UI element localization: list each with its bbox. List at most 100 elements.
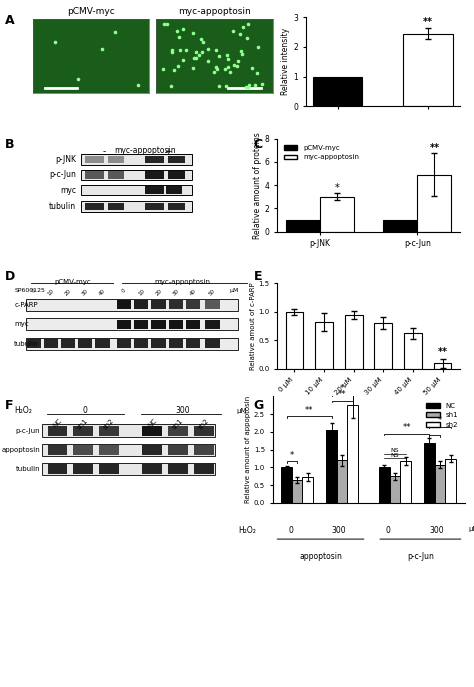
Point — [223, 49, 230, 60]
Bar — [85, 171, 104, 179]
Bar — [168, 464, 188, 474]
Bar — [26, 299, 238, 311]
Point — [225, 54, 232, 65]
Point — [212, 62, 219, 73]
Bar — [337, 460, 347, 503]
Point — [192, 47, 200, 58]
Text: NC: NC — [146, 417, 158, 429]
Bar — [26, 337, 238, 350]
Bar — [320, 196, 354, 232]
Text: F: F — [5, 399, 13, 412]
Bar — [166, 186, 182, 194]
Point — [190, 27, 197, 38]
Text: **: ** — [338, 390, 346, 399]
Point — [204, 43, 211, 54]
Text: B: B — [5, 138, 14, 150]
Bar — [95, 339, 109, 348]
Bar — [383, 220, 417, 232]
Legend: pCMV-myc, myc-appoptosin: pCMV-myc, myc-appoptosin — [281, 142, 362, 164]
Bar — [42, 425, 215, 437]
Bar — [81, 201, 192, 212]
Point — [255, 41, 262, 52]
Bar — [100, 426, 118, 436]
Bar — [26, 337, 238, 350]
Point — [216, 51, 223, 62]
Bar — [85, 203, 104, 210]
Point — [159, 63, 166, 74]
Bar — [424, 442, 435, 503]
Text: G: G — [254, 399, 264, 412]
Bar — [81, 185, 192, 195]
Text: sh2: sh2 — [197, 417, 210, 430]
Bar — [73, 464, 93, 474]
Point — [233, 60, 241, 71]
Bar — [205, 339, 219, 348]
Bar — [117, 319, 131, 329]
Text: *: * — [438, 416, 442, 425]
Y-axis label: Relative amout of c-PARP: Relative amout of c-PARP — [250, 282, 255, 370]
Text: NS: NS — [391, 453, 399, 458]
Y-axis label: Relative amount of appoptosin: Relative amount of appoptosin — [245, 396, 251, 504]
Text: 0: 0 — [385, 526, 390, 535]
Text: c-PARP: c-PARP — [14, 302, 38, 308]
Text: 0: 0 — [288, 526, 293, 535]
Bar — [145, 155, 164, 164]
Bar — [374, 323, 392, 369]
Bar — [145, 171, 164, 179]
Point — [168, 81, 175, 92]
Text: myc: myc — [60, 185, 76, 195]
Point — [174, 60, 182, 71]
Text: 0: 0 — [83, 406, 88, 415]
Point — [179, 54, 187, 65]
Bar — [435, 464, 445, 503]
Bar — [152, 300, 166, 309]
Point — [227, 66, 234, 77]
Text: pCMV-myc: pCMV-myc — [67, 8, 115, 16]
Bar — [81, 154, 192, 164]
Point — [238, 48, 246, 59]
Bar — [205, 300, 219, 309]
Bar — [400, 461, 411, 503]
Bar — [313, 77, 363, 106]
Point — [237, 45, 245, 56]
Text: tubulin: tubulin — [49, 202, 76, 211]
Legend: NC, sh1, sh2: NC, sh1, sh2 — [423, 400, 461, 430]
Text: 40: 40 — [98, 288, 107, 297]
Text: appoptosin: appoptosin — [1, 447, 40, 453]
Bar — [347, 405, 358, 503]
Bar — [108, 171, 124, 179]
Text: 300: 300 — [331, 526, 346, 535]
Point — [74, 74, 82, 85]
Bar — [26, 318, 238, 330]
Point — [98, 44, 105, 55]
Text: pCMV-myc: pCMV-myc — [54, 279, 91, 284]
Text: p-c-Jun: p-c-Jun — [407, 552, 434, 561]
Point — [212, 44, 219, 55]
Bar — [152, 319, 166, 329]
Bar — [81, 201, 192, 212]
Bar — [194, 464, 213, 474]
Bar — [285, 220, 320, 232]
Point — [210, 67, 218, 78]
Bar — [81, 154, 192, 164]
Bar — [281, 467, 292, 503]
Bar — [315, 322, 333, 369]
Text: sh1: sh1 — [77, 417, 90, 431]
Bar — [134, 319, 148, 329]
Text: 20: 20 — [155, 288, 163, 297]
Bar — [61, 339, 75, 348]
Text: -: - — [103, 147, 106, 156]
Text: SP600125: SP600125 — [14, 288, 45, 293]
Point — [251, 79, 258, 90]
Bar — [445, 458, 456, 503]
Point — [176, 45, 184, 56]
Text: H₂O₂: H₂O₂ — [14, 406, 32, 415]
Text: 0: 0 — [121, 288, 127, 294]
Point — [254, 67, 261, 78]
Point — [229, 25, 237, 36]
Bar — [205, 319, 219, 329]
Bar — [145, 186, 164, 194]
Point — [244, 19, 252, 30]
Point — [215, 80, 223, 91]
Bar — [134, 300, 148, 309]
